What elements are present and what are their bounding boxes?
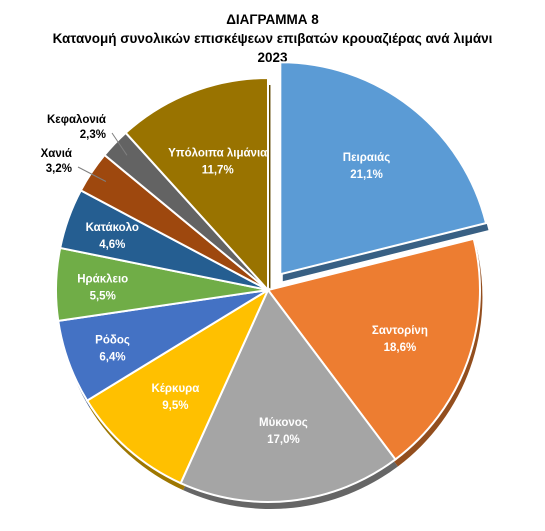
chart-title: ΔΙΑΓΡΑΜΜΑ 8 <box>226 12 319 27</box>
pie-slice <box>179 288 397 503</box>
slice-name-label: Σαντορίνη <box>372 325 428 337</box>
slice-name-label: Πειραιάς <box>343 152 390 164</box>
pie-slice <box>279 61 488 276</box>
slice-value-label: 3,2% <box>46 163 72 175</box>
slice-label-outside: Χανιά 3,2% <box>41 148 72 175</box>
slice-value-label: 2,3% <box>80 129 106 141</box>
slice-name-label: Υπόλοιπα λιμάνια <box>168 147 267 159</box>
leader-line <box>77 166 107 182</box>
slice-label: Μύκονος 17,0% <box>259 417 308 446</box>
pie-slice <box>266 237 481 461</box>
slice-value-label: 4,6% <box>99 239 125 251</box>
slice-value-label: 6,4% <box>99 351 125 363</box>
slice-label: Πειραιάς 21,1% <box>343 152 390 181</box>
slice-name-label: Μύκονος <box>259 417 308 429</box>
slice-value-label: 18,6% <box>384 342 417 354</box>
pie-slice <box>85 287 271 485</box>
slice-label: Υπόλοιπα λιμάνια 11,7% <box>168 147 267 176</box>
chart-titles: ΔΙΑΓΡΑΜΜΑ 8 Κατανομή συνολικών επισκέψεω… <box>0 10 545 67</box>
slice-label-outside: Κεφαλονιά 2,3% <box>47 114 106 141</box>
slice-label: Σαντορίνη 18,6% <box>372 325 428 354</box>
slice-value-label: 17,0% <box>267 434 300 446</box>
leader-line <box>111 132 128 156</box>
slice-label: Ρόδος 6,4% <box>95 334 130 363</box>
slice-value-label: 9,5% <box>162 400 188 412</box>
slice-name-label: Κατάκολο <box>86 222 139 234</box>
slice-value-label: 11,7% <box>202 164 234 176</box>
slice-value-label: 5,5% <box>90 291 116 303</box>
slice-label: Ηράκλειο 5,5% <box>77 274 128 303</box>
slice-label: Κέρκυρα 9,5% <box>151 383 199 412</box>
slice-name-label: Κέρκυρα <box>151 383 199 395</box>
pie-slice <box>124 76 269 293</box>
slice-name-label: Χανιά <box>41 148 72 160</box>
slice-name-label: Κεφαλονιά <box>47 114 106 126</box>
chart-subtitle: Κατανομή συνολικών επισκέψεων επιβατών κ… <box>52 31 493 46</box>
slice-label: Κατάκολο 4,6% <box>86 222 139 251</box>
slice-value-label: 21,1% <box>350 169 383 181</box>
slice-name-label: Ρόδος <box>95 334 130 346</box>
slice-name-label: Ηράκλειο <box>77 274 128 286</box>
